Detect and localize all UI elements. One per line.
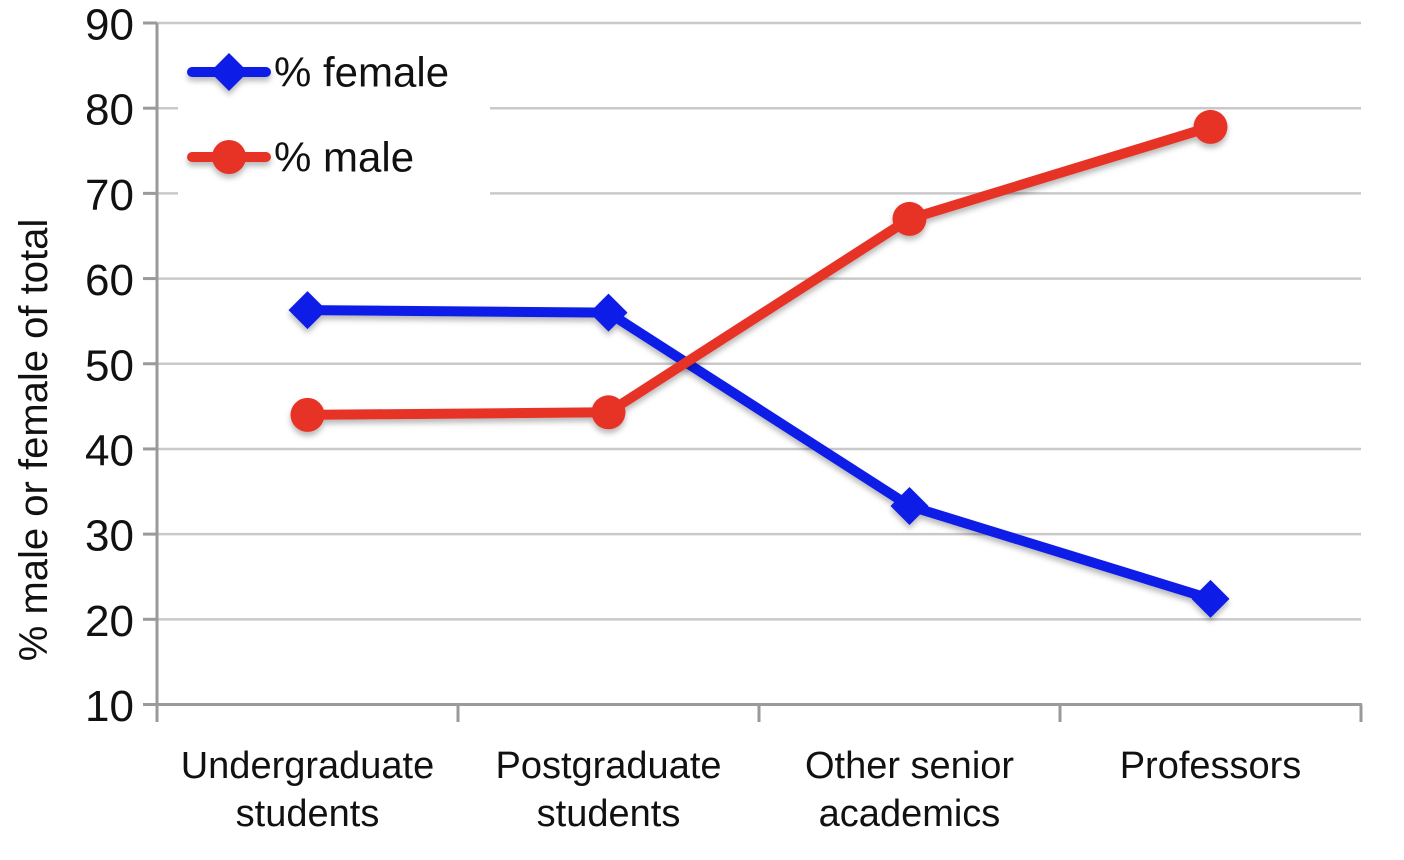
y-axis-title: % male or female of total [12, 219, 56, 661]
legend-marker-1 [212, 140, 246, 174]
x-category-labels: Undergraduate students Postgraduate student… [181, 745, 1302, 835]
marker-0-2 [890, 487, 929, 526]
legend-label-0: % female [274, 49, 449, 96]
series-line-1 [302, 121, 1216, 420]
x-category-label-2-line-0: Other senior [805, 745, 1014, 787]
y-tick-label-60: 60 [85, 256, 134, 305]
marker-0-0 [288, 291, 327, 330]
x-category-label-0-line-1: students [236, 793, 380, 835]
y-tick-label-30: 30 [85, 512, 134, 561]
y-tick-labels: 10 20 30 40 50 60 70 80 90 [85, 1, 134, 732]
y-tick-label-40: 40 [85, 426, 134, 475]
marker-1-0 [290, 397, 325, 432]
x-category-label-2-line-1: academics [819, 793, 1001, 835]
y-tick-label-10: 10 [85, 682, 134, 731]
y-tick-label-20: 20 [85, 597, 134, 646]
legend: % female % male [187, 49, 449, 181]
marker-1-1 [591, 395, 626, 430]
series---female [288, 291, 1230, 618]
y-tick-label-70: 70 [85, 171, 134, 220]
y-tick-label-90: 90 [85, 1, 134, 50]
x-category-label-3-line-0: Professors [1120, 745, 1302, 787]
marker-1-2 [892, 201, 927, 236]
y-tick-label-50: 50 [85, 341, 134, 390]
marker-0-1 [589, 293, 628, 332]
y-tick-label-80: 80 [85, 86, 134, 135]
marker-1-3 [1193, 109, 1228, 144]
legend-label-1: % male [274, 134, 414, 181]
series-line-0 [302, 305, 1216, 604]
series---male [290, 109, 1228, 432]
axes [143, 21, 1363, 722]
x-category-label-1-line-0: Postgraduate [495, 745, 721, 787]
marker-0-3 [1191, 579, 1230, 618]
x-category-label-1-line-1: students [537, 793, 681, 835]
gridlines [157, 21, 1361, 621]
legend-key-0 [187, 53, 271, 91]
x-category-label-0-line-0: Undergraduate [181, 745, 435, 787]
legend-key-1 [187, 140, 271, 174]
legend-marker-0 [210, 53, 248, 91]
